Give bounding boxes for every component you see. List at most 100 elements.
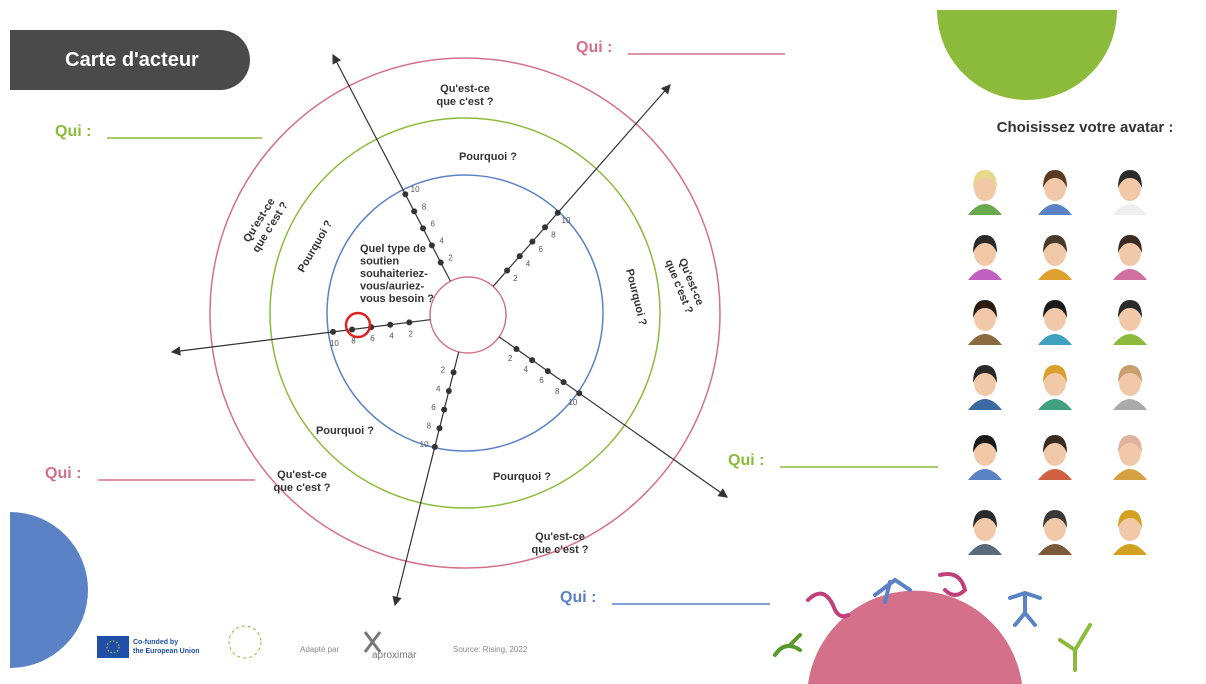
avatar-body (1038, 469, 1072, 480)
avatar-body (968, 399, 1002, 410)
avatar-body (1038, 544, 1072, 555)
tick-label: 10 (330, 339, 339, 348)
what-label: Qu'est-ce (440, 83, 490, 95)
tick-dot (441, 407, 447, 413)
tick-label: 6 (431, 219, 436, 228)
tick-label: 10 (562, 216, 571, 225)
title: Carte d'acteur (65, 49, 199, 71)
center-question: soutien (360, 256, 399, 268)
why-label: Pourquoi ? (493, 471, 551, 483)
tick-dot (402, 191, 408, 197)
tick-dot (504, 268, 510, 274)
tick-label: 2 (441, 366, 446, 375)
tick-label: 4 (436, 384, 441, 393)
tick-dot (513, 346, 519, 352)
avatar-body (1038, 204, 1072, 215)
tick-label: 10 (420, 440, 429, 449)
tick-label: 2 (513, 274, 518, 283)
avatar-body (1038, 334, 1072, 345)
tick-dot (561, 379, 567, 385)
what-label: Qu'est-ce (277, 469, 327, 481)
tick-dot (529, 239, 535, 245)
tick-label: 8 (422, 202, 427, 211)
tick-dot (529, 357, 535, 363)
what-label: que c'est ? (436, 96, 493, 108)
tick-label: 4 (389, 332, 394, 341)
slide: Carte d'acteur 2468102468102468102468102… (0, 0, 1206, 684)
tick-dot (451, 369, 457, 375)
why-label: Pourquoi ? (459, 151, 517, 163)
avatar-body (1113, 334, 1147, 345)
tick-dot (387, 322, 393, 328)
sport-mentor-logo (229, 626, 261, 658)
deco-pink (808, 591, 1022, 684)
tick-label: 6 (370, 334, 375, 343)
avatar-body (1113, 269, 1147, 280)
tick-label: 4 (526, 259, 531, 268)
tick-dot (545, 368, 551, 374)
avatar-body (968, 204, 1002, 215)
tick-dot (406, 319, 412, 325)
tick-label: 2 (508, 354, 513, 363)
what-label: Qu'est-ce (535, 531, 585, 543)
avatar-body (1113, 399, 1147, 410)
center-question: Quel type de (360, 243, 426, 255)
deco-green (937, 10, 1117, 100)
tick-label: 10 (411, 185, 420, 194)
tick-dot (420, 225, 426, 231)
center-question: vous/auriez- (360, 281, 425, 293)
funding-line: Co-funded by (133, 639, 178, 646)
tick-dot (438, 259, 444, 265)
deco-blue (10, 512, 88, 668)
tick-dot (411, 208, 417, 214)
tick-label: 6 (431, 403, 436, 412)
tick-label: 6 (538, 245, 543, 254)
tick-dot (349, 326, 355, 332)
avatar-body (1038, 269, 1072, 280)
avatar-body (1113, 469, 1147, 480)
avatar-title: Choisissez votre avatar : (997, 119, 1174, 136)
partner: aproximar (372, 650, 417, 661)
source: Source: Rising, 2022 (453, 645, 528, 654)
tick-dot (436, 425, 442, 431)
tick-dot (576, 390, 582, 396)
why-label: Pourquoi ? (296, 218, 336, 275)
who-label: Qui : (728, 452, 764, 469)
tick-dot (555, 210, 561, 216)
eu-flag (97, 636, 129, 658)
who-label: Qui : (55, 123, 91, 140)
tick-dot (429, 242, 435, 248)
avatar-body (968, 469, 1002, 480)
tick-label: 2 (408, 329, 413, 338)
selected-marker (346, 313, 370, 337)
center-question: souhaiteriez- (360, 268, 428, 280)
partner-logo (365, 632, 380, 652)
who-label: Qui : (45, 465, 81, 482)
tick-label: 10 (568, 398, 577, 407)
why-label: Pourquoi ? (316, 425, 374, 437)
tick-label: 2 (448, 253, 453, 262)
tick-label: 8 (551, 230, 556, 239)
adapted-by: Adapté par (300, 645, 339, 654)
tick-label: 4 (524, 365, 529, 374)
avatar-body (1038, 399, 1072, 410)
what-label: que c'est ? (273, 482, 330, 494)
tick-label: 8 (555, 387, 560, 396)
core (430, 277, 506, 353)
avatar-body (1113, 544, 1147, 555)
avatar-body (968, 544, 1002, 555)
tick-dot (432, 444, 438, 450)
avatar-body (968, 269, 1002, 280)
tick-dot (517, 253, 523, 259)
why-label: Pourquoi ? (623, 268, 649, 327)
who-label: Qui : (560, 589, 596, 606)
funding-line: the European Union (133, 648, 200, 655)
tick-label: 6 (539, 376, 544, 385)
avatar-body (1113, 204, 1147, 215)
avatar-body (968, 334, 1002, 345)
what-label: que c'est ? (531, 544, 588, 556)
tick-dot (446, 388, 452, 394)
tick-dot (542, 224, 548, 230)
tick-dot (330, 329, 336, 335)
tick-label: 8 (427, 422, 432, 431)
